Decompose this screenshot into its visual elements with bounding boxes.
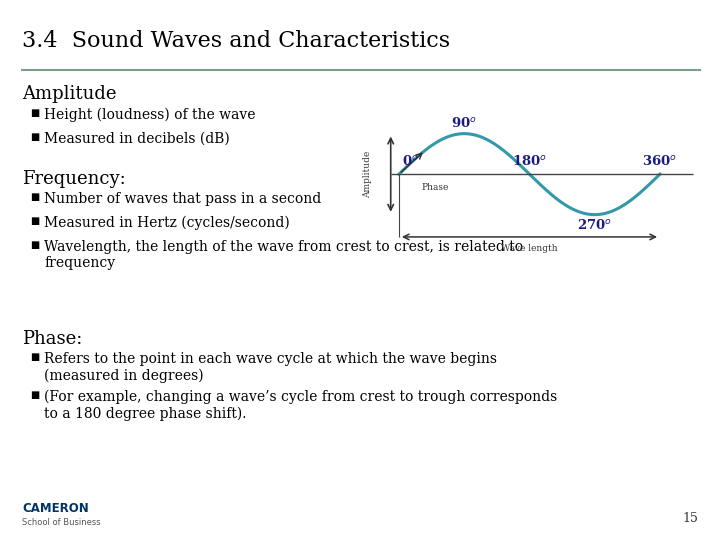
Text: 3.4  Sound Waves and Characteristics: 3.4 Sound Waves and Characteristics: [22, 30, 450, 52]
Text: School of Business: School of Business: [22, 518, 101, 527]
Text: Number of waves that pass in a second: Number of waves that pass in a second: [44, 192, 321, 206]
Text: ■: ■: [30, 216, 40, 226]
Text: ■: ■: [30, 108, 40, 118]
Text: Amplitude: Amplitude: [22, 85, 117, 103]
Text: Measured in Hertz (cycles/second): Measured in Hertz (cycles/second): [44, 216, 289, 231]
Text: 90$^o$: 90$^o$: [451, 117, 477, 130]
Text: CAMERON: CAMERON: [22, 502, 89, 515]
Text: 180$^o$: 180$^o$: [512, 154, 547, 168]
Text: Amplitude: Amplitude: [364, 151, 372, 198]
Text: ■: ■: [30, 390, 40, 400]
Text: ■: ■: [30, 240, 40, 250]
Text: Height (loudness) of the wave: Height (loudness) of the wave: [44, 108, 256, 123]
Text: Measured in decibels (dB): Measured in decibels (dB): [44, 132, 230, 146]
Text: ■: ■: [30, 132, 40, 142]
Text: ■: ■: [30, 192, 40, 202]
Text: 15: 15: [682, 512, 698, 525]
Text: 270$^o$: 270$^o$: [577, 218, 612, 232]
Text: Frequency:: Frequency:: [22, 170, 126, 188]
Text: ■: ■: [30, 352, 40, 362]
Text: 0$^o$: 0$^o$: [402, 154, 419, 168]
Text: 360$^o$: 360$^o$: [642, 154, 678, 168]
Text: (For example, changing a wave’s cycle from crest to trough corresponds
to a 180 : (For example, changing a wave’s cycle fr…: [44, 390, 557, 421]
Text: Wave length: Wave length: [501, 244, 558, 253]
Text: Refers to the point in each wave cycle at which the wave begins
(measured in deg: Refers to the point in each wave cycle a…: [44, 352, 497, 383]
Text: Phase: Phase: [422, 183, 449, 192]
Text: Wavelength, the length of the wave from crest to crest, is related to
frequency: Wavelength, the length of the wave from …: [44, 240, 523, 270]
Text: Phase:: Phase:: [22, 330, 82, 348]
